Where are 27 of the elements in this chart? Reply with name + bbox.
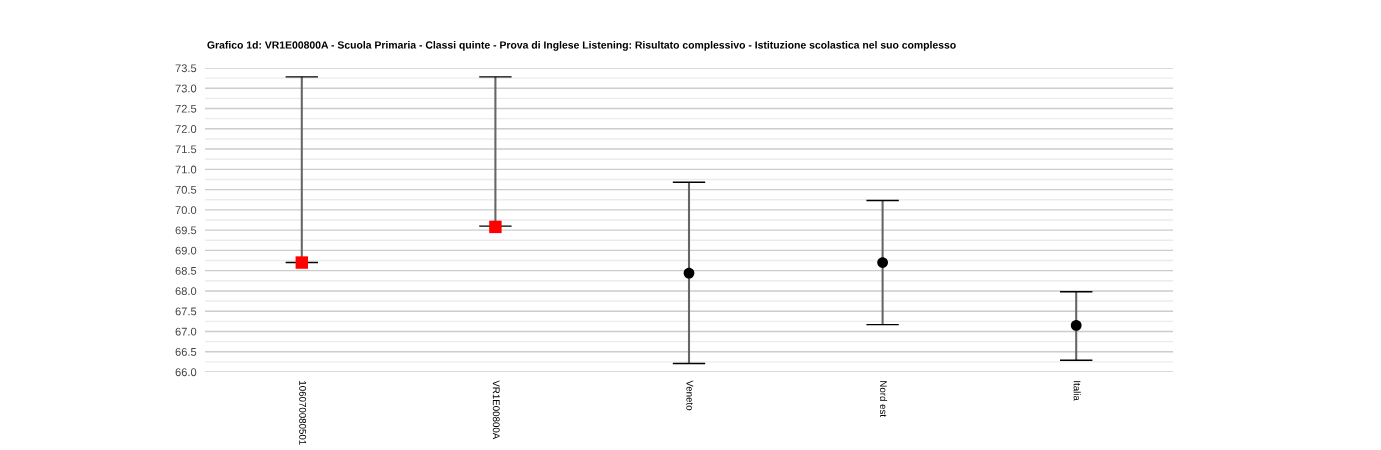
y-tick-label: 66.5 <box>175 348 197 356</box>
y-tick-label: 69.5 <box>175 226 197 235</box>
x-tick-label: Nord est <box>879 381 888 417</box>
y-tick-label: 71.5 <box>175 145 197 154</box>
y-tick-label: 66.0 <box>175 368 197 377</box>
y-tick-label: 70.0 <box>175 206 197 214</box>
y-tick-label: 68.5 <box>175 266 197 275</box>
y-tick-label: 72.0 <box>175 125 197 133</box>
point <box>295 256 309 269</box>
y-tick-label: 67.5 <box>175 307 197 316</box>
y-tick-label: 68.0 <box>175 287 197 296</box>
x-tick-label: Italia <box>1073 381 1081 401</box>
y-tick-label: 73.5 <box>175 64 197 73</box>
x-tick-label: VR1E00800A <box>492 380 500 440</box>
y-tick-label: 67.0 <box>175 327 197 336</box>
point <box>877 257 888 268</box>
chart-title: Grafico 1d: VR1E00800A - Scuola Primaria - Classi quinte - Prova di Inglese Listening: Risultato complessivo - Istituzione scolastica nel suo complesso <box>207 41 956 51</box>
y-tick-label: 70.5 <box>175 185 197 194</box>
point <box>489 220 502 234</box>
y-tick-label: 72.5 <box>175 104 197 113</box>
x-tick-label: Veneto <box>686 380 694 411</box>
y-tick-label: 69.0 <box>175 246 197 255</box>
point <box>683 267 695 279</box>
y-tick-label: 73.0 <box>175 84 197 93</box>
y-tick-label: 71.0 <box>175 165 197 174</box>
x-tick-label: 106070080501 <box>299 381 307 445</box>
point <box>1070 320 1082 331</box>
